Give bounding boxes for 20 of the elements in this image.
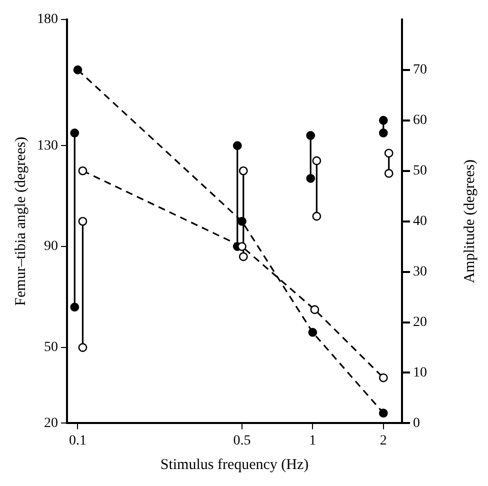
y2-tick-label: 20: [413, 314, 427, 330]
y2-tick-label: 40: [413, 214, 427, 229]
x-tick-label: 2: [380, 433, 387, 448]
y-tick-label: 50: [44, 340, 58, 356]
y2-tick-label: 10: [413, 365, 427, 380]
x-tick-label: 1: [309, 433, 316, 448]
y-tick-label: 130: [37, 138, 58, 154]
y-tick-label: 20: [44, 416, 58, 431]
y2-tick-label: 60: [413, 113, 427, 128]
y2-tick-label: 30: [413, 264, 427, 280]
y2-axis-title: Amplitude (degrees): [462, 159, 478, 284]
y2-tick-label: 70: [413, 62, 427, 78]
x-axis-title: Stimulus frequency (Hz): [160, 456, 309, 473]
y-axis-title: Femur–tibia angle (degrees): [12, 136, 29, 306]
x-tick-label: 0.5: [233, 433, 251, 448]
y2-tick-label: 0: [413, 416, 420, 431]
y-tick-label: 180: [37, 12, 58, 28]
y2-tick-label: 50: [413, 163, 427, 178]
y-tick-label: 90: [44, 239, 58, 254]
x-tick-label: 0.1: [69, 433, 86, 448]
